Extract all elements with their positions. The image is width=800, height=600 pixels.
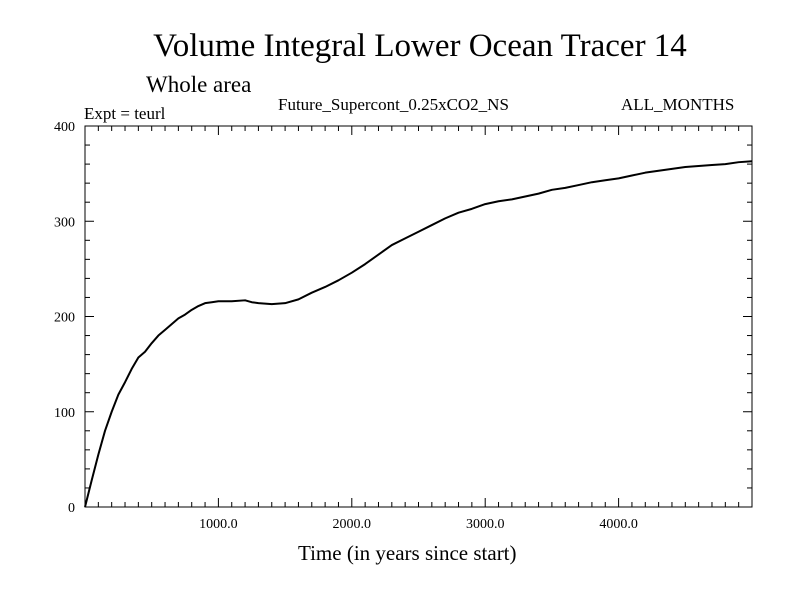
y-tick-label: 0 <box>68 501 75 516</box>
x-tick-label: 3000.0 <box>466 517 505 532</box>
y-tick-label: 400 <box>54 120 75 135</box>
period-label: ALL_MONTHS <box>621 95 735 114</box>
y-tick-label: 100 <box>54 406 75 421</box>
x-axis-label: Time (in years since start) <box>298 541 517 565</box>
y-tick-label: 300 <box>54 215 75 230</box>
run-label: Future_Supercont_0.25xCO2_NS <box>278 95 509 114</box>
chart-title: Volume Integral Lower Ocean Tracer 14 <box>153 28 687 64</box>
axis-tick-labels: 1000.0 2000.0 3000.0 4000.0 0 100 200 300 400 <box>54 120 638 532</box>
x-tick-label: 4000.0 <box>599 517 638 532</box>
y-tick-label: 200 <box>54 311 75 326</box>
chart-subtitle: Whole area <box>146 72 252 97</box>
plot-frame <box>84 125 753 508</box>
experiment-label: Expt = teurl <box>84 104 166 123</box>
series-line <box>84 160 753 508</box>
axis-ticks <box>85 126 752 507</box>
x-tick-label: 2000.0 <box>333 517 372 532</box>
x-tick-label: 1000.0 <box>199 517 238 532</box>
